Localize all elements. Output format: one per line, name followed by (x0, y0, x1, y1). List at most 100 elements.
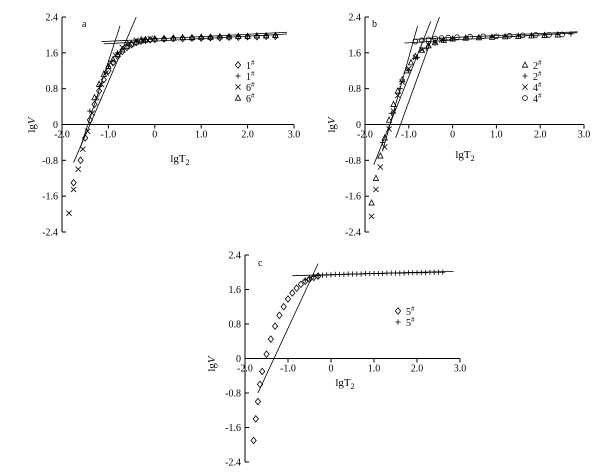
series-triangle (368, 31, 561, 206)
fit-line (395, 16, 440, 139)
data-point (432, 35, 438, 42)
data-point (368, 198, 375, 206)
data-point (79, 146, 86, 153)
data-point (263, 350, 270, 359)
data-point (272, 31, 279, 38)
y-tick-label: 0 (53, 120, 58, 131)
x-tick-label: -2.0 (237, 364, 253, 375)
data-point (390, 100, 397, 107)
data-point (147, 36, 154, 44)
data-point (91, 100, 98, 109)
series-circle (412, 31, 565, 45)
fit-line (373, 21, 432, 165)
data-point (105, 62, 112, 69)
data-point (77, 156, 84, 165)
data-point (253, 31, 261, 39)
x-tick-label: 0 (329, 364, 334, 375)
data-point (262, 31, 270, 39)
legend: 5#5# (394, 305, 415, 329)
data-point (188, 33, 196, 41)
legend-label: 5# (406, 316, 415, 329)
data-point (373, 186, 379, 193)
data-point (493, 33, 500, 40)
legend-label: 2# (533, 70, 542, 83)
series-cross (66, 35, 154, 217)
x-axis-label: lgT2 (455, 149, 474, 163)
data-point (256, 380, 264, 389)
panel-letter: c (258, 258, 263, 269)
data-point (319, 272, 325, 278)
data-point (160, 34, 168, 42)
data-point (401, 270, 407, 276)
y-tick-label: 0.8 (349, 84, 362, 95)
data-point (280, 302, 287, 311)
data-point (423, 270, 429, 276)
data-point (114, 50, 121, 57)
data-point (380, 270, 386, 277)
data-point (91, 93, 98, 101)
x-axis-label: lgT2 (170, 153, 189, 167)
y-tick-label: 0.8 (46, 84, 59, 95)
data-point (480, 33, 487, 40)
data-point (405, 65, 412, 72)
fit-line (404, 32, 578, 44)
x-tick-label: 3.0 (454, 364, 467, 375)
data-point (419, 46, 425, 53)
legend-marker (395, 319, 401, 325)
y-tick-label: -1.6 (42, 192, 58, 203)
series-cross (368, 36, 445, 220)
x-tick-label: 2.0 (534, 130, 547, 141)
legend-label: 1# (246, 70, 255, 83)
data-point (105, 66, 112, 75)
data-point (425, 41, 432, 49)
data-point (467, 33, 473, 40)
data-point (440, 269, 446, 275)
series-diamond (250, 272, 322, 445)
data-point (170, 34, 177, 41)
data-point (306, 275, 313, 281)
data-point (381, 134, 388, 141)
legend-marker (235, 84, 241, 90)
data-point (123, 42, 131, 49)
data-point (252, 415, 259, 423)
data-point (254, 397, 262, 406)
x-tick-label: -2.0 (54, 130, 70, 141)
y-tick-label: -1.6 (225, 423, 241, 434)
y-tick-label: -0.8 (345, 156, 361, 167)
data-point (289, 289, 296, 297)
legend-label: 6# (246, 92, 255, 105)
data-point (119, 45, 126, 53)
data-point (315, 273, 321, 279)
data-point (533, 32, 539, 38)
data-point (86, 116, 93, 124)
data-point (293, 284, 300, 293)
data-point (137, 36, 145, 44)
legend-marker (522, 73, 528, 79)
data-point (463, 35, 469, 41)
legend-label: 4# (533, 92, 542, 105)
data-point (425, 36, 432, 43)
y-tick-label: 2.4 (46, 13, 59, 24)
data-point (66, 210, 72, 217)
legend-marker (522, 95, 528, 101)
y-tick-label: 1.6 (46, 48, 59, 59)
chart-panel-a: 2.4 1.6 0.8 0 -0.8 -1.6 -2.4 -2.0 -1.0 0 1.0 2.0 3.0… (26, 13, 300, 239)
data-point (235, 32, 242, 39)
legend-marker (234, 94, 242, 101)
data-point (418, 46, 426, 53)
y-tick-label: 0 (236, 354, 241, 365)
y-tick-label: -1.6 (345, 192, 361, 203)
y-tick-label: 0 (356, 120, 361, 131)
legend: 2#2#4#4# (521, 59, 542, 105)
data-point (386, 126, 392, 132)
data-point (276, 311, 283, 320)
x-tick-label: 1.0 (490, 130, 503, 141)
data-point (250, 436, 257, 445)
data-point (89, 110, 96, 117)
data-point (109, 55, 117, 63)
data-point (311, 273, 317, 280)
x-axis-label: lgT2 (335, 377, 354, 391)
data-point (95, 80, 103, 87)
fit-line (73, 16, 137, 163)
y-axis-label: lgV (326, 116, 338, 133)
